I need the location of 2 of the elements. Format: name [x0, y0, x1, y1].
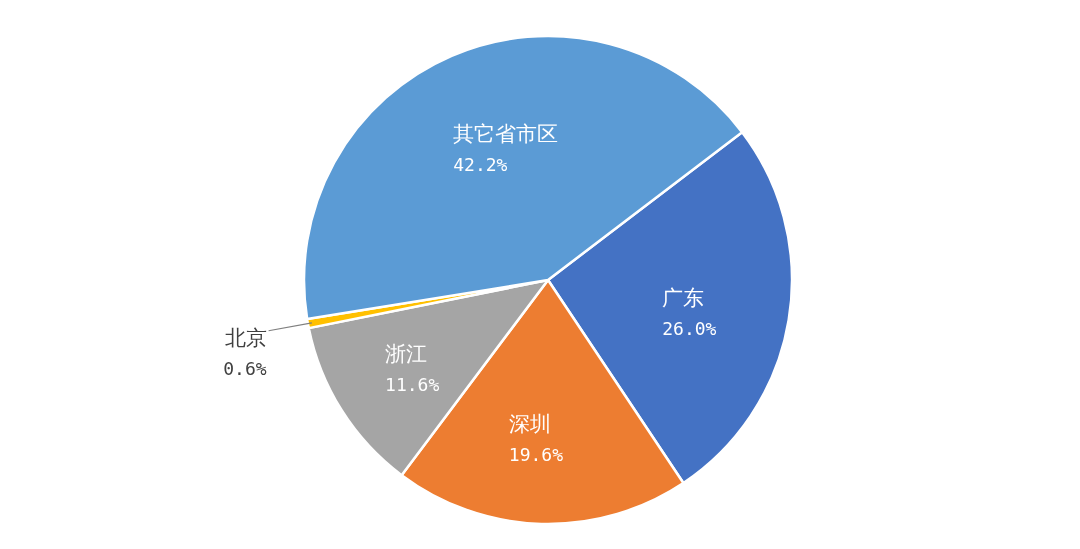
slice-label: 北京 [224, 325, 267, 350]
data-label: 0.6% [223, 357, 267, 379]
